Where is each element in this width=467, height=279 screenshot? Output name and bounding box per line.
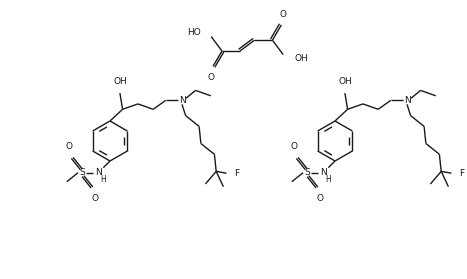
- Text: S: S: [304, 168, 310, 177]
- Text: OH: OH: [113, 77, 127, 86]
- Text: F: F: [234, 169, 240, 178]
- Text: N: N: [320, 168, 327, 177]
- Text: O: O: [317, 194, 324, 203]
- Text: OH: OH: [338, 77, 352, 86]
- Text: O: O: [65, 142, 72, 151]
- Text: O: O: [92, 194, 99, 203]
- Text: N: N: [178, 96, 185, 105]
- Text: H: H: [325, 175, 331, 184]
- Text: F: F: [460, 169, 465, 178]
- Text: HO: HO: [187, 28, 201, 37]
- Text: O: O: [290, 142, 297, 151]
- Text: H: H: [100, 175, 106, 184]
- Text: N: N: [95, 168, 102, 177]
- Text: O: O: [207, 73, 214, 82]
- Text: N: N: [403, 96, 410, 105]
- Text: S: S: [79, 168, 85, 177]
- Text: OH: OH: [294, 54, 308, 63]
- Text: O: O: [280, 10, 287, 19]
